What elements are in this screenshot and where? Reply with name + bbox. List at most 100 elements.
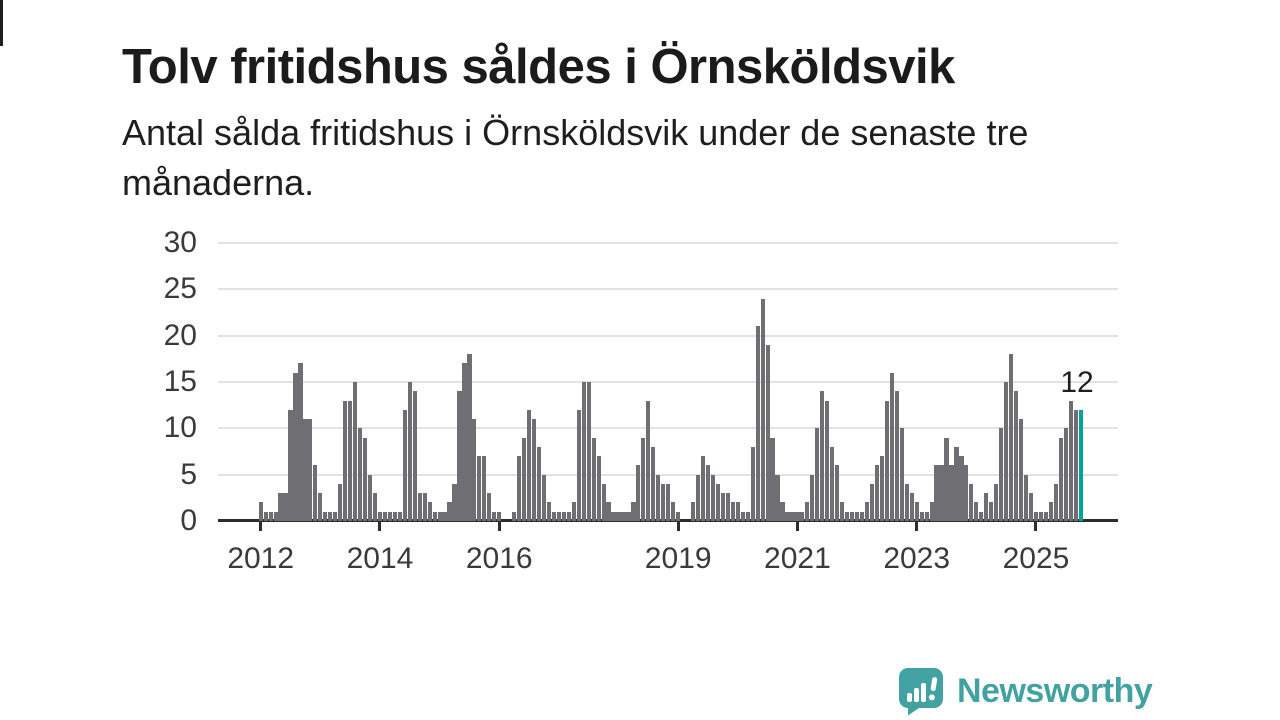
bar: [934, 465, 939, 521]
bar: [1013, 391, 1019, 521]
bar: [581, 382, 586, 521]
bar: [437, 511, 442, 521]
bar: [755, 326, 760, 521]
bar: [1043, 511, 1048, 521]
bar: [750, 446, 755, 521]
bar: [889, 372, 894, 521]
bar: [367, 474, 373, 521]
bar: [849, 511, 855, 521]
bar: [740, 511, 745, 521]
bar: [969, 483, 974, 521]
bar: [586, 382, 591, 521]
bar: [840, 502, 845, 521]
bar: [884, 400, 889, 521]
bar: [432, 511, 437, 521]
bar: [392, 511, 397, 521]
bar: [427, 502, 432, 521]
bar: [482, 456, 487, 521]
bar: [1038, 511, 1044, 521]
bar: [591, 437, 596, 521]
bar: [830, 446, 835, 521]
bar: [815, 428, 820, 521]
bar: [924, 511, 929, 521]
bar: [467, 354, 472, 521]
bar: [790, 511, 795, 521]
bar: [338, 483, 343, 521]
bar: [805, 502, 810, 521]
bar: [328, 511, 333, 521]
bar: [641, 437, 646, 521]
bar: [268, 511, 273, 521]
bar: [561, 511, 566, 521]
bar: [387, 511, 392, 521]
bar: [457, 391, 462, 521]
bar: [497, 511, 502, 521]
bar: [362, 437, 368, 521]
bar: [462, 363, 467, 521]
y-tick-label: 25: [163, 272, 197, 306]
bar: [377, 511, 383, 521]
bar: [929, 502, 934, 521]
x-tick-label: 2012: [227, 542, 295, 575]
gridline: [218, 381, 1118, 383]
bar: [974, 502, 979, 521]
bar: [293, 372, 298, 521]
bar: [730, 502, 735, 521]
bar: [333, 511, 338, 521]
bar: [1028, 493, 1034, 521]
bar: [407, 382, 412, 521]
bar: [357, 428, 363, 521]
bar: [278, 493, 283, 521]
screen-edge-artifact: [0, 0, 3, 46]
x-tick-label: 2023: [883, 542, 951, 575]
y-tick-label: 0: [180, 504, 197, 537]
bar: [601, 483, 606, 521]
bar: [318, 493, 323, 521]
bar: [710, 474, 716, 521]
x-axis-tick: [915, 522, 919, 531]
bar: [959, 456, 964, 521]
x-tick-label: 2016: [465, 542, 533, 575]
bar: [765, 344, 770, 521]
bar: [303, 419, 308, 521]
bar: [343, 400, 348, 521]
bar: [795, 511, 800, 521]
bar: [546, 502, 552, 521]
bar: [944, 437, 949, 521]
bar: [979, 511, 984, 521]
bar: [348, 400, 353, 521]
bar: [621, 511, 626, 521]
y-tick-label: 15: [163, 365, 197, 398]
bar: [571, 502, 576, 521]
bar: [720, 493, 725, 521]
chart-title: Tolv fritidshus såldes i Örnsköldsvik: [122, 39, 955, 94]
bar: [477, 456, 482, 521]
bar: [636, 465, 641, 521]
y-tick-label: 20: [163, 318, 197, 352]
bar: [626, 511, 631, 521]
bar: [820, 391, 825, 521]
x-axis-tick: [795, 522, 799, 531]
bar: [492, 511, 497, 521]
bar: [954, 446, 959, 521]
bar: [825, 400, 830, 521]
bar: [422, 493, 427, 521]
gridline: [218, 334, 1118, 337]
bar: [1018, 419, 1024, 521]
x-tick-label: 2021: [764, 542, 831, 575]
bar: [452, 483, 457, 521]
bar: [661, 483, 666, 521]
bar: [835, 465, 840, 521]
bar: [780, 502, 785, 521]
bar: [695, 474, 701, 521]
bar: [526, 409, 532, 521]
bar: [323, 511, 328, 521]
bar: [397, 511, 402, 521]
bar: [556, 511, 561, 521]
bar: [715, 483, 720, 521]
bar: [656, 474, 661, 521]
bar: [725, 493, 730, 521]
x-tick-label: 2019: [644, 542, 712, 575]
x-axis-tick: [378, 522, 382, 531]
y-tick-label: 30: [163, 226, 197, 259]
